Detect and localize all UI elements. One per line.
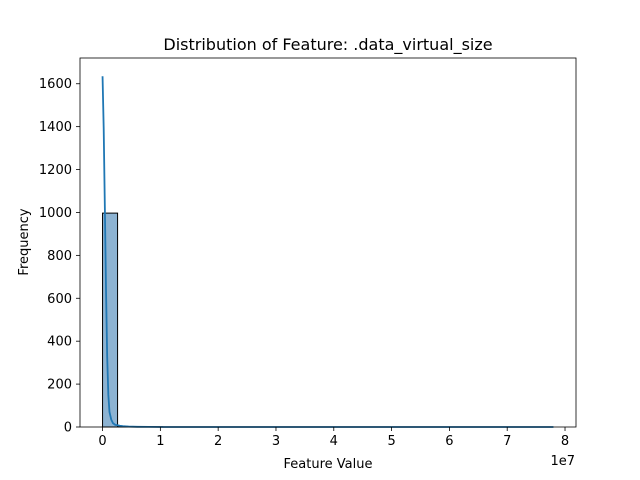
y-tick-label: 1600	[39, 77, 72, 92]
y-tick-label: 400	[47, 335, 72, 350]
y-axis: 0 200 400 600 800 1000 1200 1400 1600	[39, 77, 80, 436]
kde-line	[101, 76, 554, 428]
y-tick-label: 800	[47, 249, 72, 264]
x-tick-label: 2	[214, 434, 222, 449]
x-tick-label: 6	[445, 434, 453, 449]
x-tick-label: 8	[561, 434, 569, 449]
plot-area	[101, 76, 554, 428]
y-tick-label: 200	[47, 378, 72, 393]
x-tick-label: 1	[156, 434, 164, 449]
chart-title: Distribution of Feature: .data_virtual_s…	[163, 35, 492, 55]
y-tick-label: 600	[47, 292, 72, 307]
x-axis-offset-text: 1e7	[550, 454, 575, 469]
x-axis-title: Feature Value	[284, 457, 373, 472]
y-tick-label: 1000	[39, 206, 72, 221]
y-tick-label: 1400	[39, 120, 72, 135]
x-tick-label: 3	[272, 434, 280, 449]
x-tick-label: 5	[387, 434, 395, 449]
x-tick-label: 0	[98, 434, 106, 449]
x-axis: 0 1 2 3 4 5 6 7 8	[98, 427, 569, 449]
x-tick-label: 7	[503, 434, 511, 449]
x-tick-label: 4	[330, 434, 338, 449]
y-axis-title: Frequency	[17, 208, 32, 275]
axes-frame	[79, 57, 577, 428]
y-tick-label: 1200	[39, 163, 72, 178]
y-tick-label: 0	[64, 421, 72, 436]
